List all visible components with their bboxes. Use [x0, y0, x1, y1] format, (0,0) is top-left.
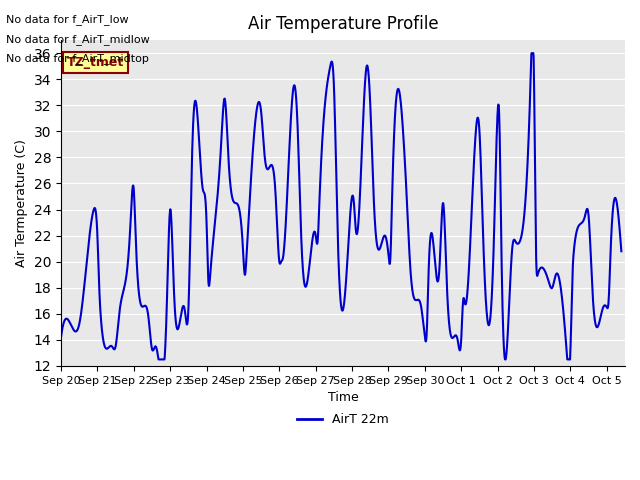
- Text: No data for f_AirT_low: No data for f_AirT_low: [6, 14, 129, 25]
- Y-axis label: Air Termperature (C): Air Termperature (C): [15, 139, 28, 267]
- Title: Air Temperature Profile: Air Temperature Profile: [248, 15, 438, 33]
- Text: TZ_tmet: TZ_tmet: [67, 56, 124, 69]
- Text: No data for f_AirT_midtop: No data for f_AirT_midtop: [6, 53, 149, 64]
- X-axis label: Time: Time: [328, 391, 358, 404]
- Legend: AirT 22m: AirT 22m: [292, 408, 394, 432]
- Text: No data for f_AirT_midlow: No data for f_AirT_midlow: [6, 34, 150, 45]
